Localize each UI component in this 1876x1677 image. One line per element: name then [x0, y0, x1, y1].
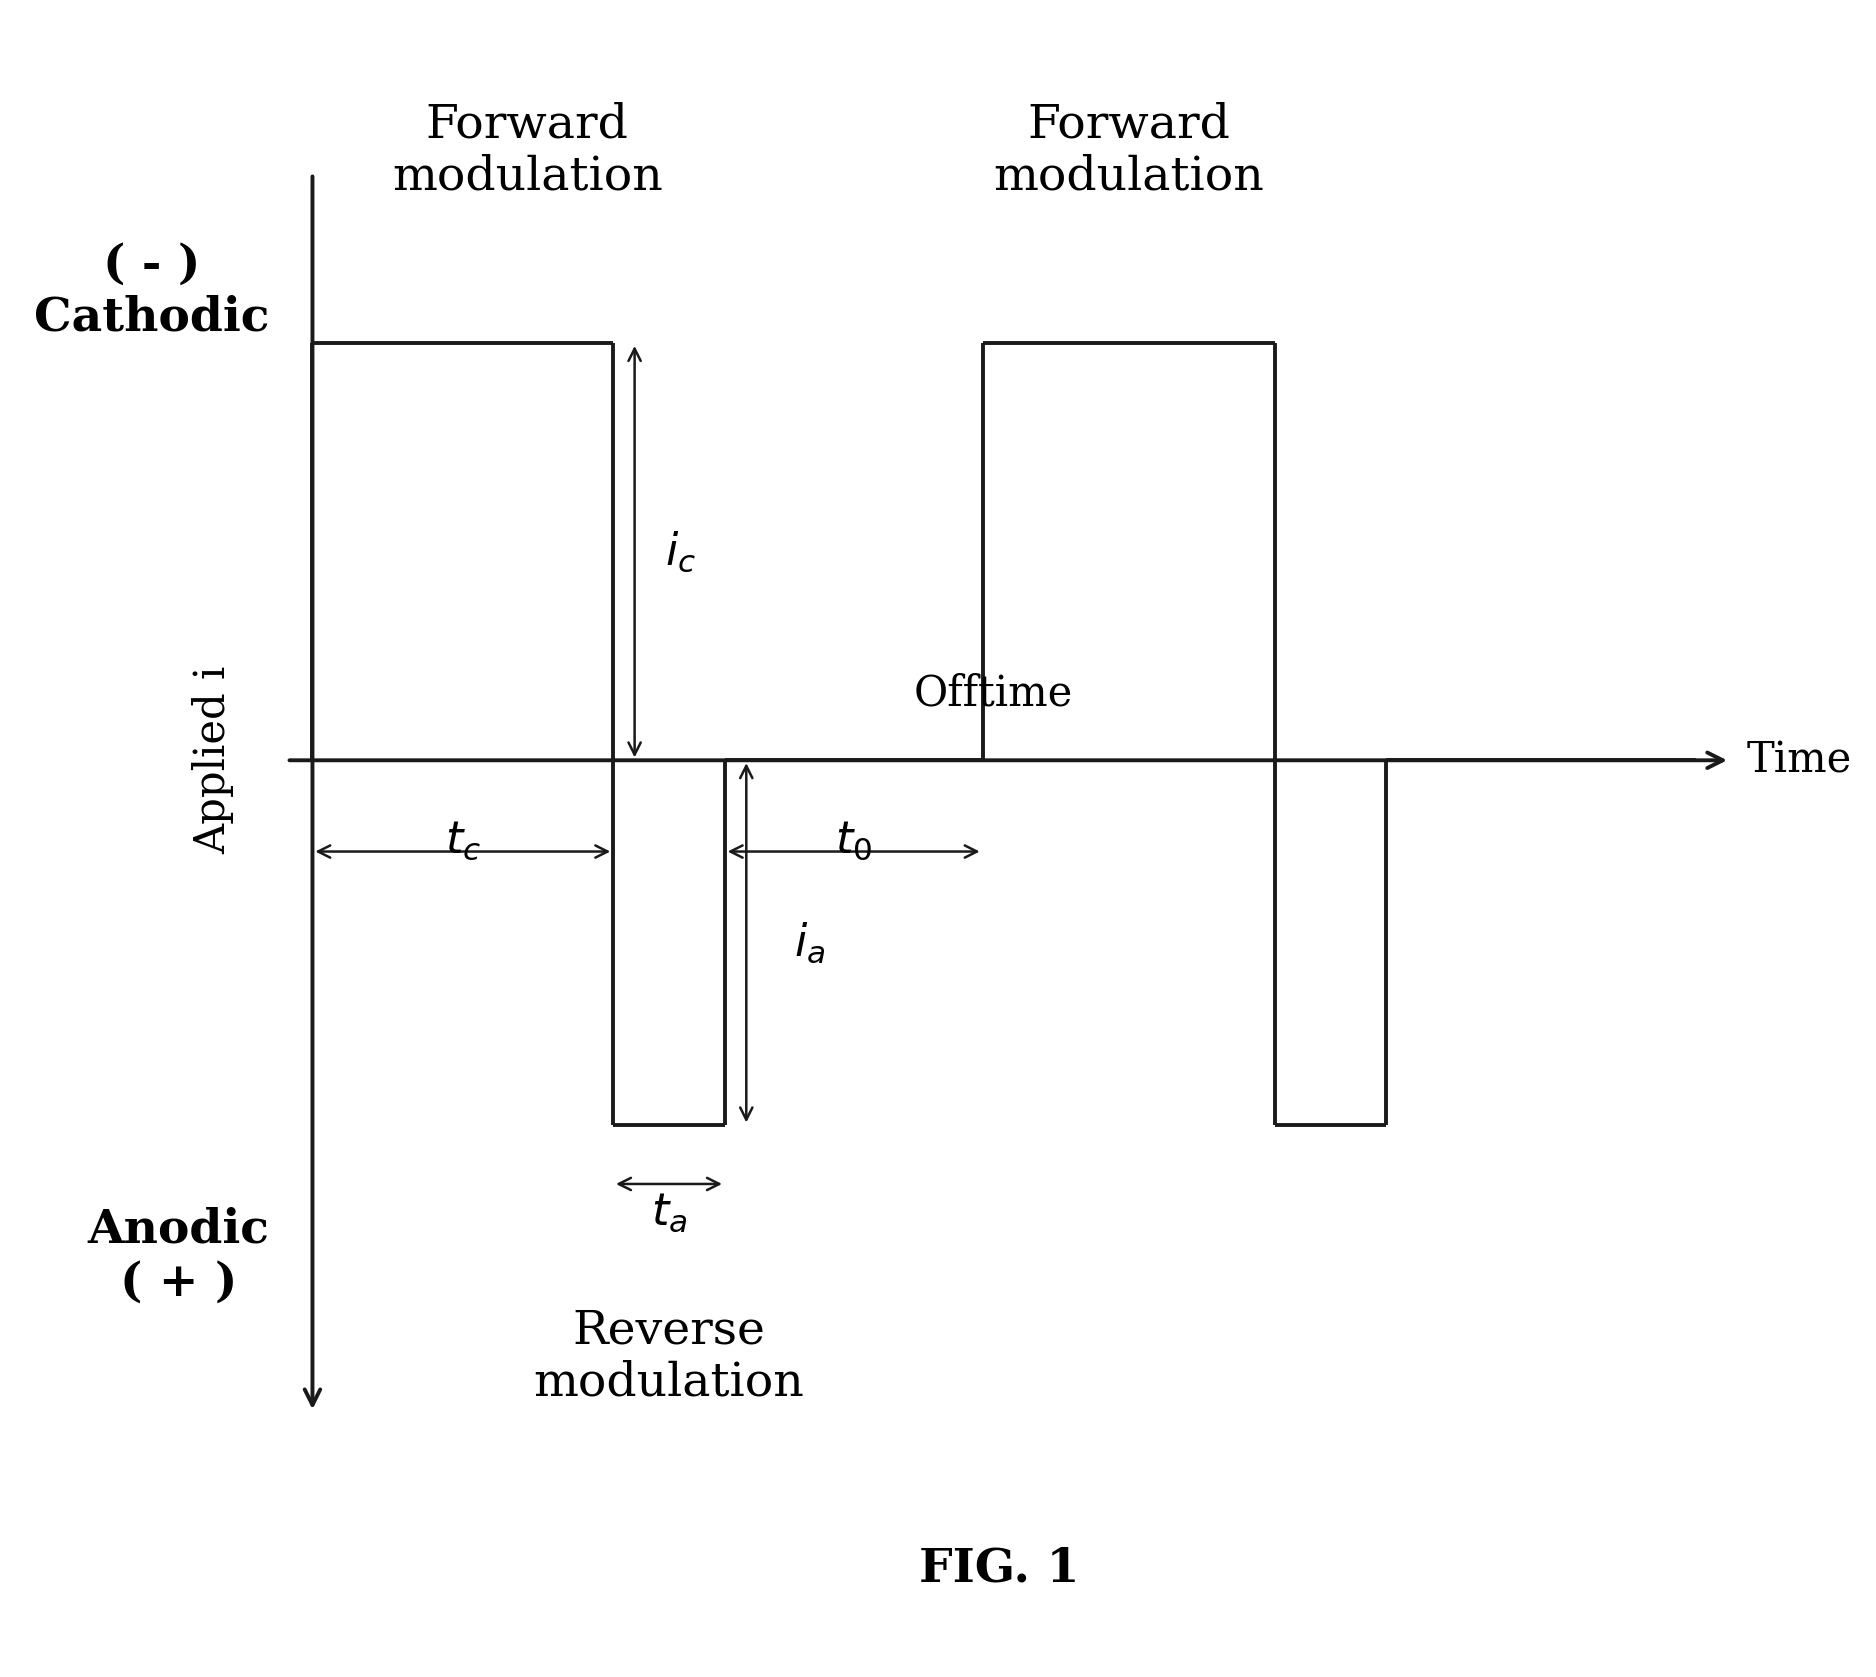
Text: $t_0$: $t_0$ [835, 818, 872, 862]
Text: $i_a$: $i_a$ [794, 921, 825, 964]
Text: $i_c$: $i_c$ [664, 530, 696, 574]
Text: Forward
modulation: Forward modulation [392, 102, 662, 200]
Text: Anodic
( + ): Anodic ( + ) [88, 1206, 270, 1305]
Text: Reverse
modulation: Reverse modulation [533, 1308, 805, 1405]
Text: Applied i: Applied i [193, 666, 234, 855]
Text: FIG. 1: FIG. 1 [919, 1546, 1081, 1591]
Text: ( - )
Cathodic: ( - ) Cathodic [34, 241, 270, 340]
Text: $t_c$: $t_c$ [445, 818, 480, 862]
Text: Forward
modulation: Forward modulation [992, 102, 1264, 200]
Text: Time: Time [1747, 740, 1852, 781]
Text: Offtime: Offtime [914, 672, 1073, 714]
Text: $t_a$: $t_a$ [651, 1191, 687, 1234]
